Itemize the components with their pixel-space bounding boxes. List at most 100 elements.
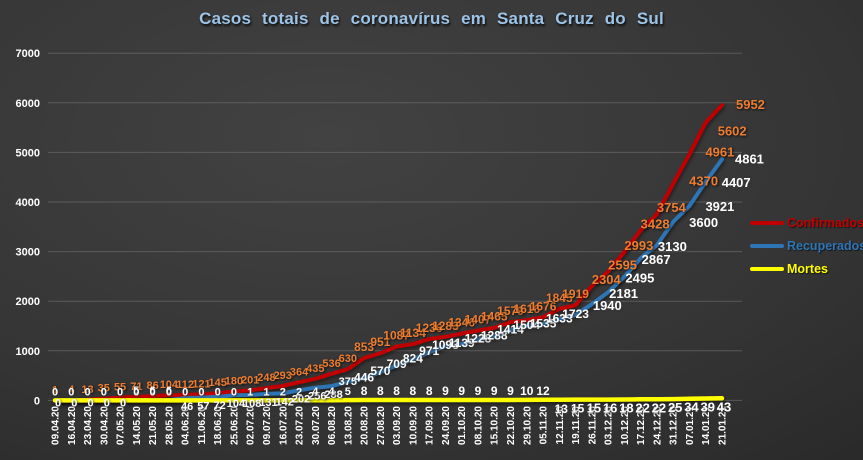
data-label-recuperados: 2495	[625, 271, 654, 286]
data-label-recuperados: 0	[104, 397, 110, 409]
x-axis-tick-label: 31.12.20	[669, 406, 680, 445]
data-label-mortes: 0	[68, 386, 74, 398]
x-axis-tick-label: 04.06.20	[181, 406, 192, 445]
data-label-mortes: 10	[520, 384, 534, 398]
data-label-confirmados: 3754	[657, 200, 687, 215]
data-label-recuperados: 1228	[465, 331, 492, 345]
data-label-recuperados: 709	[387, 357, 407, 371]
x-axis-tick-label: 09.04.20	[51, 406, 62, 445]
data-label-mortes: 5	[345, 386, 351, 398]
data-label-mortes: 8	[377, 384, 384, 398]
y-axis-tick-label: 3000	[16, 247, 40, 259]
data-label-recuperados: 1414	[497, 322, 524, 336]
recuperados-line-swatch	[750, 244, 784, 248]
x-axis-tick-label: 27.08.20	[376, 406, 387, 445]
data-label-mortes: 1	[263, 386, 269, 398]
data-label-confirmados: 1407	[465, 313, 492, 327]
data-label-recuperados: 570	[370, 364, 390, 378]
legend-label-recuperados: Recuperados	[787, 239, 863, 253]
data-label-recuperados: 5	[133, 385, 139, 397]
data-label-confirmados: 145	[209, 377, 227, 389]
x-axis-tick-label: 14.05.20	[132, 406, 143, 445]
data-label-confirmados: 180	[225, 375, 243, 387]
data-label-recuperados: 0	[120, 397, 126, 409]
x-axis-tick-label: 24.12.20	[652, 406, 663, 445]
data-label-recuperados: 131	[259, 397, 277, 409]
data-label-recuperados: 0	[87, 397, 93, 409]
data-label-confirmados: 435	[306, 363, 324, 375]
data-label-recuperados: 0	[55, 397, 61, 409]
x-axis-tick-label: 02.07.20	[246, 406, 257, 445]
data-label-mortes: 9	[442, 384, 449, 398]
data-label-mortes: 8	[426, 384, 433, 398]
data-label-mortes: 9	[491, 384, 498, 398]
data-label-recuperados: 57	[197, 401, 209, 413]
data-label-mortes: 22	[635, 400, 649, 415]
series-line-mortes	[52, 396, 725, 403]
x-axis-tick-label: 01.10.20	[457, 406, 468, 445]
x-axis-tick-label: 10.09.20	[408, 406, 419, 445]
x-axis-tick-label: 15.10.20	[490, 406, 501, 445]
chart-legend: Confirmados Recuperados Mortes	[750, 216, 863, 276]
data-label-confirmados: 1465	[481, 310, 508, 324]
data-label-confirmados: 5952	[736, 97, 765, 112]
data-label-confirmados: 293	[274, 370, 292, 382]
data-label-recuperados: 72	[214, 400, 226, 412]
x-axis-tick-label: 19.11.20	[571, 406, 582, 445]
data-label-mortes: 0	[231, 386, 237, 398]
data-label-mortes: 18	[619, 401, 633, 416]
data-label-recuperados: 1139	[449, 336, 475, 350]
data-label-recuperados: 4407	[722, 175, 751, 190]
legend-item-mortes: Mortes	[750, 262, 863, 276]
data-label-confirmados: 112	[176, 379, 194, 391]
y-axis-tick-label: 4000	[16, 197, 40, 209]
data-label-recuperados: 0	[71, 397, 77, 409]
data-label-recuperados: 202	[292, 393, 310, 405]
data-label-confirmados: 951	[370, 335, 390, 349]
data-label-mortes: 15	[587, 401, 601, 416]
data-label-confirmados: 4	[68, 384, 75, 396]
data-label-recuperados: 1093	[432, 338, 459, 352]
data-label-confirmados: 13	[81, 384, 93, 396]
data-label-confirmados: 2595	[608, 258, 637, 273]
data-label-mortes: 43	[717, 399, 731, 414]
x-axis-tick-label: 29.10.20	[522, 406, 533, 445]
x-axis-tick-label: 14.01.21	[701, 406, 712, 445]
x-axis-tick-label: 17.12.20	[636, 406, 647, 445]
data-label-confirmados: 35	[98, 383, 110, 395]
data-label-mortes: 0	[101, 386, 107, 398]
data-label-confirmados: 1134	[400, 326, 426, 340]
data-label-recuperados: 375	[339, 376, 357, 388]
data-label-mortes: 0	[150, 386, 156, 398]
data-label-mortes: 0	[215, 386, 221, 398]
x-axis-tick-label: 21.05.20	[148, 406, 159, 445]
x-axis-tick-label: 30.04.20	[99, 406, 110, 445]
x-axis-tick-label: 17.09.20	[425, 406, 436, 445]
data-label-recuperados: 108	[243, 398, 261, 410]
data-label-mortes: 0	[198, 386, 204, 398]
data-label-confirmados: 86	[146, 380, 158, 392]
data-label-recuperados: 256	[308, 391, 326, 403]
x-axis-tick-label: 25.06.20	[229, 406, 240, 445]
data-label-recuperados: 288	[324, 389, 342, 401]
y-axis-tick-label: 0	[34, 395, 40, 407]
data-label-recuperados: 1288	[481, 329, 508, 343]
x-axis-tick-label: 23.04.20	[83, 406, 94, 445]
data-label-mortes: 8	[361, 384, 368, 398]
data-label-recuperados: 1940	[593, 298, 622, 313]
x-axis-tick-label: 18.06.20	[213, 406, 224, 445]
data-label-recuperados: 3130	[658, 239, 687, 254]
data-label-confirmados: 1616	[513, 302, 540, 316]
data-label-confirmados: 4370	[689, 174, 718, 189]
y-axis-tick-label: 1000	[16, 346, 40, 358]
data-label-recuperados: 2181	[609, 286, 638, 301]
y-axis-tick-label: 2000	[16, 296, 40, 308]
data-label-confirmados: 1236	[416, 321, 443, 335]
data-label-recuperados: 6	[166, 385, 172, 397]
data-label-recuperados: 3921	[705, 199, 734, 214]
data-label-recuperados: 3600	[689, 215, 718, 230]
data-label-mortes: 0	[166, 386, 172, 398]
legend-item-recuperados: Recuperados	[750, 239, 863, 253]
x-axis-tick-label: 16.04.20	[67, 406, 78, 445]
